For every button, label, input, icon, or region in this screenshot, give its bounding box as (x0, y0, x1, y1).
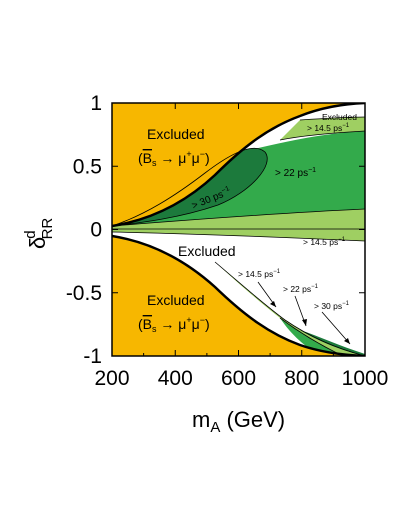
lower-boundary-line (112, 234, 365, 356)
x-tick-label-1: 400 (158, 367, 193, 390)
excluded-label-lower: Excluded (147, 292, 205, 308)
arrow-gt-30 (321, 311, 351, 345)
gt-30-boundary-line (112, 147, 268, 227)
excluded-region-lower (112, 236, 365, 356)
region-gt-14-5-upper-strip (280, 117, 365, 140)
y-tick-label-3: -0.5 (66, 282, 102, 305)
excluded-region-upper (112, 103, 365, 226)
y-tick-label-0: 1 (90, 92, 102, 115)
annotations: Excluded (Bs → μ+μ−) Excluded (Bs → μ+μ−… (138, 112, 357, 345)
upper-inner-line (279, 130, 365, 141)
x-tick-label-3: 800 (284, 367, 319, 390)
arrow-gt-22-head (302, 319, 307, 326)
x-tick-label-0: 200 (94, 367, 129, 390)
excluded-label-upper: Excluded (147, 126, 205, 142)
x-axis-label: mA (GeV) (192, 407, 285, 436)
x-tick-label-4: 1000 (342, 367, 389, 390)
gt-14-5-label-middle: > 14.5 ps−1 (303, 237, 346, 247)
excluded-label-top-right: Excluded (322, 112, 357, 122)
y-axis-label: δdRR (22, 218, 56, 249)
y-tick-label-1: 0.5 (73, 155, 102, 178)
region-gt-14-5-middle (112, 209, 365, 241)
gt-22-label-lower: > 22 ps−1 (283, 284, 319, 294)
x-tick-label-2: 600 (221, 367, 256, 390)
tick-marks (111, 102, 366, 357)
upper-inner-line-2 (299, 116, 365, 121)
region-gt-30-lower (300, 330, 365, 356)
bs-bar-b: B (143, 150, 152, 166)
gt-22-label-upper: > 22 ps−1 (275, 167, 316, 179)
gt-30-label-lower: > 30 ps−1 (314, 301, 350, 311)
arrow-gt-30-head (344, 338, 350, 344)
plot-regions (112, 103, 365, 356)
tick-labels: 200 400 600 800 1000 1 0.5 0 -0.5 -1 (66, 92, 389, 390)
middle-band-top-line (112, 208, 365, 227)
bs-decay-label-upper: (Bs → μ+μ−) (138, 149, 210, 168)
upper-boundary-line (112, 103, 365, 228)
gt-14-5-label-upper: > 14.5 ps−1 (307, 123, 350, 133)
lower-inner-line (214, 261, 365, 356)
y-tick-label-4: -1 (83, 345, 102, 368)
bs-decay-label-lower: (Bs → μ+μ−) (138, 315, 210, 334)
lower-inner-line-2 (279, 317, 344, 356)
arrow-gt-14-5-head (270, 301, 276, 307)
gt-14-5-label-lower: > 14.5 ps−1 (238, 269, 281, 279)
y-tick-label-2: 0 (90, 219, 102, 242)
middle-band-bottom-line (112, 231, 365, 242)
excluded-label-middle: Excluded (178, 243, 236, 259)
